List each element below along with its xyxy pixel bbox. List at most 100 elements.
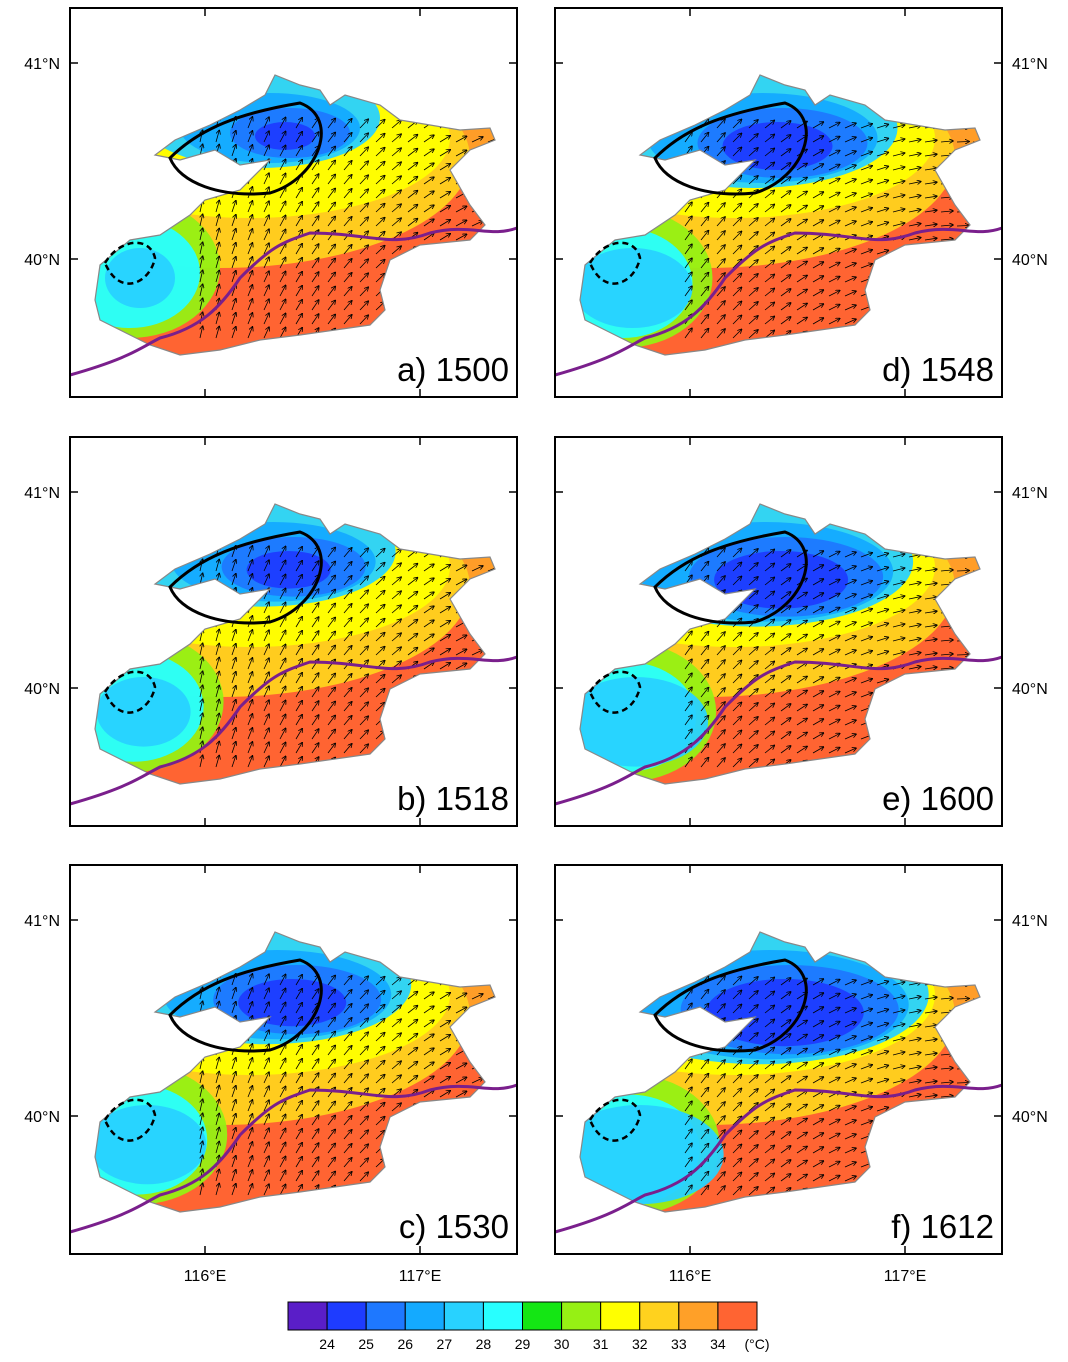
wind-arrow xyxy=(925,765,937,767)
wind-arrow xyxy=(701,590,708,599)
wind-arrow xyxy=(408,1188,418,1195)
wind-arrow xyxy=(941,766,953,767)
wind-arrow xyxy=(877,1135,888,1139)
wind-arrow xyxy=(456,1021,467,1027)
wind-arrow xyxy=(424,247,434,254)
wind-arrow xyxy=(893,335,905,338)
wind-arrow xyxy=(957,1082,969,1083)
wind-arrow xyxy=(488,1190,499,1195)
wind-arrow xyxy=(440,677,450,683)
wind-arrow xyxy=(440,761,450,767)
panel-label: d) 1548 xyxy=(882,351,994,388)
wind-arrow xyxy=(472,748,483,753)
wind-arrow xyxy=(877,735,888,739)
wind-arrow xyxy=(472,1050,483,1055)
wind-arrow xyxy=(701,1018,708,1027)
wind-arrow xyxy=(424,732,434,739)
wind-arrow xyxy=(488,622,499,627)
wind-arrow xyxy=(701,161,708,170)
wind-arrow xyxy=(440,290,450,296)
wind-arrow xyxy=(685,188,692,198)
wind-arrow xyxy=(909,723,921,725)
wind-arrow xyxy=(392,759,401,767)
wind-arrow xyxy=(472,980,483,985)
wind-arrow xyxy=(941,309,953,310)
wind-arrow xyxy=(717,1032,725,1041)
lat-label: 41°N xyxy=(24,913,60,930)
wind-arrow xyxy=(424,1104,434,1111)
wind-arrow xyxy=(472,319,483,324)
temperature-field xyxy=(0,357,560,826)
colorbar-swatch xyxy=(327,1302,366,1330)
colorbar-label: 32 xyxy=(632,1336,648,1352)
wind-arrow xyxy=(408,1160,418,1167)
wind-arrow xyxy=(392,1173,401,1181)
colorbar-swatch xyxy=(483,1302,522,1330)
wind-arrow xyxy=(424,1174,434,1181)
wind-arrow xyxy=(200,158,203,170)
wind-arrow xyxy=(925,294,937,296)
wind-arrow xyxy=(701,604,708,613)
wind-arrow xyxy=(408,289,418,296)
wind-arrow xyxy=(925,308,937,310)
wind-arrow xyxy=(440,304,450,310)
wind-arrow xyxy=(472,123,483,128)
wind-arrow xyxy=(941,556,953,557)
wind-arrow xyxy=(861,334,872,338)
wind-arrow xyxy=(957,612,969,613)
wind-arrow xyxy=(941,1194,953,1195)
wind-arrow xyxy=(456,1175,467,1181)
lon-label: 116°E xyxy=(184,1268,227,1285)
wind-arrow xyxy=(685,589,692,599)
wind-arrow xyxy=(877,693,888,697)
wind-arrow xyxy=(909,751,921,753)
wind-arrow xyxy=(957,1026,969,1027)
wind-arrow xyxy=(685,160,692,170)
wind-arrow xyxy=(957,295,969,296)
colorbar-label: 28 xyxy=(476,1336,492,1352)
wind-arrow xyxy=(488,291,499,296)
wind-arrow xyxy=(392,274,401,282)
wind-arrow xyxy=(456,1147,467,1153)
wind-arrow xyxy=(488,1050,499,1055)
wind-arrow xyxy=(440,747,450,753)
wind-arrow xyxy=(488,1078,499,1083)
wind-arrow xyxy=(941,295,953,296)
wind-arrow xyxy=(456,318,467,324)
wind-arrow xyxy=(957,267,969,268)
wind-arrow xyxy=(472,1148,483,1153)
wind-arrow xyxy=(861,1191,872,1195)
wind-arrow xyxy=(685,1045,692,1055)
wind-arrow xyxy=(941,1152,953,1153)
wind-arrow xyxy=(200,116,203,128)
wind-arrow xyxy=(216,158,219,170)
wind-arrow xyxy=(941,752,953,753)
wind-arrow xyxy=(488,580,499,585)
wind-arrow xyxy=(893,1122,905,1125)
wind-arrow xyxy=(909,1165,921,1167)
wind-arrow xyxy=(216,172,219,184)
wind-arrow xyxy=(472,706,483,711)
wind-arrow xyxy=(440,1119,450,1125)
wind-arrow xyxy=(685,603,692,613)
wind-arrow xyxy=(925,681,937,683)
wind-arrow xyxy=(424,1118,434,1125)
wind-arrow xyxy=(488,1120,499,1125)
wind-arrow xyxy=(701,175,708,184)
colorbar-swatch xyxy=(523,1302,562,1330)
wind-arrow xyxy=(488,734,499,739)
wind-arrow xyxy=(472,151,483,156)
colorbar-swatch xyxy=(562,1302,601,1330)
wind-arrow xyxy=(488,333,499,338)
colorbar-unit: (°C) xyxy=(744,1336,769,1352)
wind-arrow xyxy=(200,1029,203,1041)
wind-arrow xyxy=(440,332,450,338)
wind-arrow xyxy=(488,594,499,599)
wind-arrow xyxy=(909,294,921,296)
wind-arrow xyxy=(424,1146,434,1153)
wind-arrow xyxy=(893,680,905,683)
colorbar-swatch xyxy=(405,1302,444,1330)
wind-arrow xyxy=(941,337,953,338)
wind-arrow xyxy=(957,640,969,641)
